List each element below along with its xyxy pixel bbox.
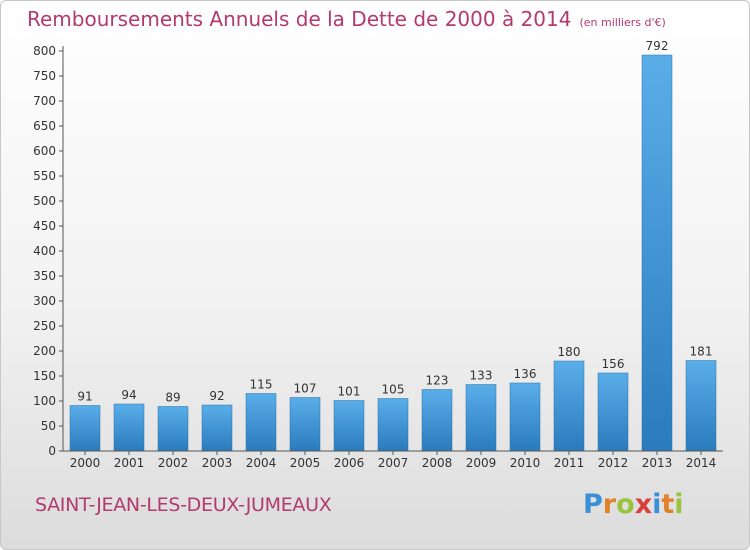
bar: [421, 389, 453, 452]
bar-value-label: 181: [690, 345, 713, 359]
x-tick-label: 2003: [202, 456, 233, 470]
y-tick-label: 50: [41, 419, 56, 433]
bar-value-label: 91: [77, 390, 92, 404]
y-tick-label: 200: [33, 344, 56, 358]
y-tick-label: 0: [48, 444, 56, 458]
x-tick-label: 2010: [510, 456, 541, 470]
bar: [201, 404, 233, 452]
bar-value-label: 89: [165, 391, 180, 405]
x-tick-label: 2001: [114, 456, 145, 470]
x-tick-label: 2002: [158, 456, 189, 470]
bar: [113, 403, 145, 452]
x-tick-label: 2011: [554, 456, 585, 470]
chart-title-text: Remboursements Annuels de la Dette de 20…: [27, 7, 572, 31]
x-tick-label: 2013: [642, 456, 673, 470]
y-tick-label: 750: [33, 69, 56, 83]
bar-value-label: 136: [514, 367, 537, 381]
bar: [289, 397, 321, 452]
x-tick-label: 2004: [246, 456, 277, 470]
y-tick-label: 250: [33, 319, 56, 333]
y-tick-label: 450: [33, 219, 56, 233]
bar: [465, 384, 497, 452]
logo-letter: i: [652, 489, 662, 520]
bar-value-label: 94: [121, 388, 136, 402]
bar-value-label: 101: [338, 385, 361, 399]
logo-letter: t: [661, 489, 675, 520]
chart-title: Remboursements Annuels de la Dette de 20…: [27, 7, 666, 31]
y-tick-label: 350: [33, 269, 56, 283]
bar-value-label: 792: [646, 39, 669, 53]
proxiti-logo: Proxiti: [583, 489, 684, 520]
bar-value-label: 105: [382, 383, 405, 397]
bar-value-label: 156: [602, 357, 625, 371]
y-tick-label: 150: [33, 369, 56, 383]
y-tick-label: 400: [33, 244, 56, 258]
commune-name: SAINT-JEAN-LES-DEUX-JUMEAUX: [35, 494, 332, 516]
y-tick-label: 550: [33, 169, 56, 183]
logo-letter: x: [634, 489, 653, 520]
bar-value-label: 92: [209, 389, 224, 403]
y-tick-label: 100: [33, 394, 56, 408]
logo-letter: i: [674, 489, 684, 520]
bar-value-label: 180: [558, 345, 581, 359]
bar-value-label: 133: [470, 369, 493, 383]
x-tick-label: 2012: [598, 456, 629, 470]
x-tick-label: 2006: [334, 456, 365, 470]
bar: [245, 393, 277, 452]
chart-unit: (en milliers d'€): [579, 16, 666, 29]
bar: [377, 398, 409, 452]
bar: [597, 372, 629, 452]
x-tick-label: 2014: [686, 456, 717, 470]
bar: [685, 360, 717, 452]
bar: [553, 360, 585, 452]
y-tick-label: 300: [33, 294, 56, 308]
bar: [641, 54, 673, 452]
logo-letter: r: [602, 489, 617, 520]
y-tick-label: 600: [33, 144, 56, 158]
x-tick-label: 2005: [290, 456, 321, 470]
logo-letter: P: [583, 489, 603, 520]
bar: [333, 400, 365, 452]
x-tick-label: 2007: [378, 456, 409, 470]
logo-letter: o: [616, 489, 635, 520]
x-tick-label: 2008: [422, 456, 453, 470]
bar-value-label: 115: [250, 378, 273, 392]
bar-value-label: 123: [426, 374, 449, 388]
bar-value-label: 107: [294, 382, 317, 396]
y-tick-label: 800: [33, 44, 56, 58]
y-tick-label: 700: [33, 94, 56, 108]
x-tick-label: 2000: [70, 456, 101, 470]
y-tick-label: 500: [33, 194, 56, 208]
y-tick-label: 650: [33, 119, 56, 133]
bar: [157, 406, 189, 452]
bar: [509, 382, 541, 452]
x-tick-label: 2009: [466, 456, 497, 470]
bar: [69, 405, 101, 452]
